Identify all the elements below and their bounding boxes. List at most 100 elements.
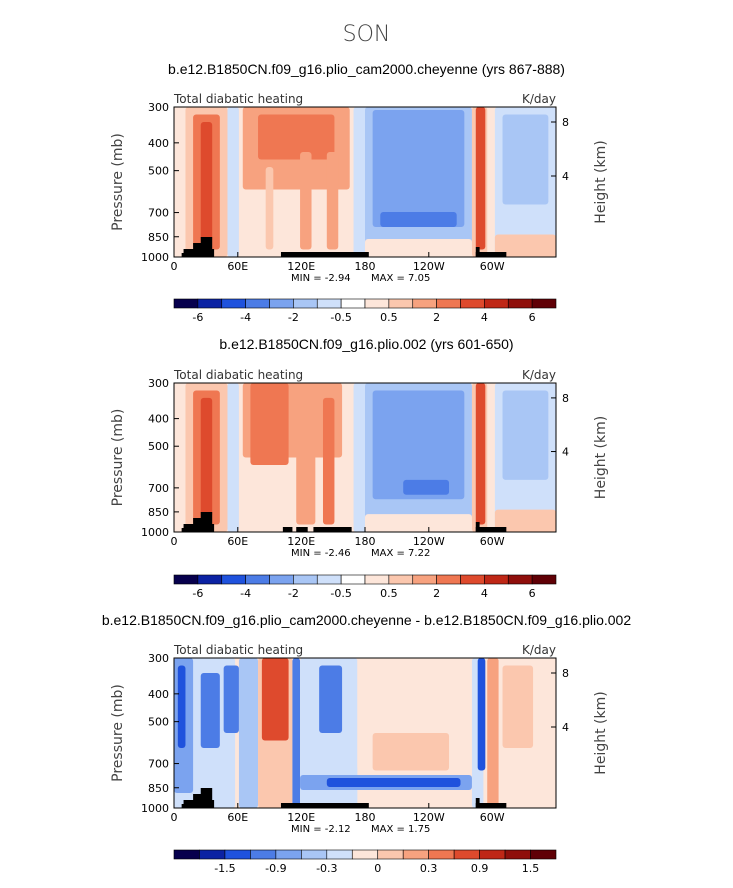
colorbar-label: -0.3 — [316, 862, 337, 875]
field-contour — [292, 658, 301, 808]
x-tick-label: 60W — [480, 260, 505, 273]
colorbar-label: -0.5 — [330, 587, 351, 600]
field-contour — [502, 390, 549, 480]
x-tick-label: 120W — [413, 811, 445, 824]
y-tick-label: 1000 — [141, 251, 169, 264]
y-tick-label: 1000 — [141, 526, 169, 539]
x-tick-label: 180 — [355, 260, 376, 273]
right-tick-label: 4 — [562, 170, 569, 183]
x-tick-label: 0 — [171, 535, 178, 548]
topography-mask — [200, 512, 213, 532]
x-tick-label: 0 — [171, 811, 178, 824]
colorbar-swatch — [504, 849, 531, 860]
y-tick-label: 300 — [148, 377, 169, 390]
panel-3-title: b.e12.B1850CN.f09_g16.plio_cam2000.cheye… — [101, 612, 632, 628]
colorbar-label: 2 — [433, 311, 440, 324]
right-tick-label: 8 — [562, 116, 569, 129]
field-contour — [265, 167, 274, 250]
topography-mask — [475, 522, 480, 532]
y-tick-label: 400 — [148, 137, 169, 150]
colorbar-label: 4 — [481, 587, 488, 600]
field-contour — [475, 107, 486, 250]
x-tick-label: 60W — [480, 811, 505, 824]
field-contour — [365, 514, 472, 532]
min-value-text: MIN = -2.12 — [291, 824, 351, 835]
field-contour — [200, 397, 213, 518]
x-tick-label: 120E — [287, 811, 315, 824]
field-contour — [372, 110, 465, 227]
right-tick-label: 8 — [562, 667, 569, 680]
topography-mask — [200, 788, 213, 808]
y-tick-label: 850 — [148, 506, 169, 519]
field-contour — [319, 665, 343, 733]
field-contour — [296, 397, 316, 525]
x-tick-label: 120E — [287, 535, 315, 548]
field-contour — [300, 152, 312, 250]
topography-mask — [475, 527, 507, 532]
y-axis-label: Pressure (mb) — [110, 684, 126, 782]
topography-mask — [296, 527, 308, 532]
field-contour — [502, 665, 534, 748]
topography-mask — [280, 803, 369, 808]
right-axis-label: Height (km) — [593, 691, 609, 774]
colorbar-swatch — [224, 849, 251, 860]
colorbar-label: -4 — [240, 587, 251, 600]
colorbar-label: 0.3 — [420, 862, 438, 875]
panel-left-label: Total diabatic heating — [173, 92, 303, 106]
colorbar-label: 0.5 — [380, 311, 398, 324]
colorbar-label: 6 — [529, 311, 536, 324]
field-contour — [477, 658, 486, 771]
right-axis-label: Height (km) — [593, 140, 609, 223]
y-tick-label: 500 — [148, 440, 169, 453]
topography-mask — [475, 252, 507, 257]
panel-left-label: Total diabatic heating — [173, 368, 303, 382]
y-tick-label: 850 — [148, 782, 169, 795]
panel-2-title: b.e12.B1850CN.f09_g16.plio.002 (yrs 601-… — [219, 336, 514, 352]
right-tick-label: 4 — [562, 446, 569, 459]
topography-mask — [475, 247, 480, 257]
x-tick-label: 0 — [171, 260, 178, 273]
field-contour — [475, 383, 486, 525]
y-tick-label: 300 — [148, 101, 169, 114]
topography-mask — [200, 237, 213, 257]
y-tick-label: 400 — [148, 688, 169, 701]
panel-left-label: Total diabatic heating — [173, 643, 303, 657]
x-tick-label: 60E — [227, 811, 248, 824]
field-contour — [200, 673, 220, 748]
colorbar-swatch — [531, 574, 557, 585]
colorbar-label: 1.5 — [522, 862, 540, 875]
colorbar-swatch — [301, 849, 328, 860]
field-contour — [326, 778, 461, 787]
field-contour — [365, 239, 472, 257]
colorbar-label: 6 — [529, 587, 536, 600]
y-tick-label: 850 — [148, 231, 169, 244]
panel-units: K/day — [522, 643, 556, 657]
field-contour — [372, 733, 450, 771]
max-value-text: MAX = 7.05 — [371, 273, 430, 284]
x-tick-label: 180 — [355, 811, 376, 824]
field-contour — [487, 658, 499, 808]
topography-mask — [475, 803, 507, 808]
x-tick-label: 120W — [413, 535, 445, 548]
x-tick-label: 120E — [287, 260, 315, 273]
colorbar-swatch — [530, 849, 557, 860]
colorbar-label: 4 — [481, 311, 488, 324]
colorbar-label: -4 — [240, 311, 251, 324]
y-tick-label: 1000 — [141, 802, 169, 815]
min-value-text: MIN = -2.46 — [291, 548, 351, 559]
colorbar-label: 0.5 — [380, 587, 398, 600]
field-contour — [380, 212, 457, 227]
field-contour — [403, 479, 450, 495]
colorbar-label: -6 — [192, 587, 203, 600]
field-contour — [223, 665, 239, 733]
x-tick-label: 60E — [227, 260, 248, 273]
x-tick-label: 120W — [413, 260, 445, 273]
field-contour — [502, 114, 549, 205]
colorbar-label: -6 — [192, 311, 203, 324]
right-tick-label: 4 — [562, 721, 569, 734]
colorbar-label: 0 — [374, 862, 381, 875]
field-contour — [494, 234, 556, 257]
